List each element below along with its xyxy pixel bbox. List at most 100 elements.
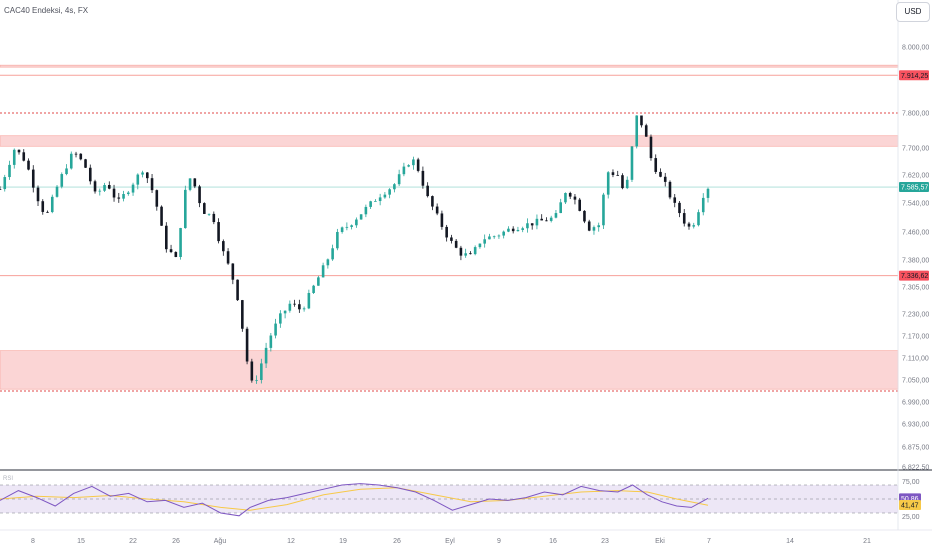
candle-body: [155, 190, 159, 207]
candle-body: [659, 171, 662, 177]
candle-body: [312, 285, 315, 293]
candle-body: [445, 226, 448, 238]
candle-body: [226, 251, 230, 264]
time-tick-label: 16: [549, 538, 557, 545]
candle-body: [74, 153, 78, 155]
price-tag-bg: [899, 182, 929, 193]
candle-body: [217, 222, 220, 242]
candle-body: [27, 160, 30, 170]
candle-body: [682, 213, 686, 224]
candle-body: [668, 181, 672, 198]
candle-body: [107, 185, 111, 189]
candle-body: [326, 259, 330, 266]
candle-body: [540, 218, 543, 221]
rsi-value-tag-label: 50,86: [901, 496, 919, 503]
price-tick-label: 7.050,00: [902, 378, 929, 385]
candle-body: [298, 304, 301, 310]
candle-body: [431, 196, 434, 207]
candle-body: [516, 229, 520, 232]
candle-body: [450, 237, 453, 241]
candle-body: [369, 201, 372, 207]
candle-body: [307, 292, 311, 309]
candle-body: [469, 253, 472, 255]
candle-body: [706, 188, 710, 198]
candle-body: [649, 136, 653, 159]
candle-body: [84, 159, 87, 168]
candle-body: [483, 239, 486, 244]
candle-body: [364, 206, 368, 215]
price-tick-label: 7.800,00: [902, 111, 929, 118]
candle-body: [701, 197, 705, 213]
candle-body: [640, 115, 643, 126]
time-tick-label: 7: [707, 538, 711, 545]
candle-body: [22, 152, 26, 161]
candle-body: [687, 223, 691, 227]
candle-body: [554, 213, 558, 218]
candle-body: [250, 361, 254, 381]
candle-body: [317, 277, 320, 286]
candle-body: [12, 149, 16, 165]
candle-body: [241, 300, 244, 329]
candle-body: [146, 172, 149, 179]
candle-body: [606, 172, 610, 195]
candle-body: [407, 165, 410, 167]
candle-body: [663, 176, 667, 182]
candle-body: [402, 166, 406, 175]
candle-body: [559, 202, 562, 214]
candle-body: [459, 247, 463, 256]
candle-body: [222, 241, 225, 252]
candle-body: [587, 221, 591, 231]
candle-body: [393, 184, 396, 190]
candle-body: [255, 379, 258, 381]
candle-body: [488, 236, 491, 240]
candle-body: [207, 213, 211, 215]
candle-body: [435, 206, 439, 214]
candle-body: [397, 174, 401, 185]
candle-body: [203, 203, 206, 214]
rsi-value-tag-bg: [899, 499, 921, 510]
candle-body: [616, 174, 620, 176]
time-tick-label: 21: [863, 538, 871, 545]
candle-body: [231, 263, 235, 280]
candle-body: [283, 310, 287, 314]
candle-body: [421, 170, 425, 186]
time-tick-label: Eyl: [445, 538, 455, 545]
level-tag-label: 7.914,25: [901, 73, 928, 80]
price-tick-label: 7.380,00: [902, 258, 929, 265]
candle-body: [69, 153, 73, 169]
candle-body: [678, 202, 681, 214]
candle-body: [568, 193, 572, 197]
candle-body: [321, 265, 325, 278]
candle-body: [473, 247, 477, 255]
time-tick-label: 26: [393, 538, 401, 545]
candle-body: [31, 169, 35, 188]
time-tick-label: 12: [287, 538, 295, 545]
candle-body: [122, 194, 125, 199]
candle-body: [79, 153, 83, 160]
price-tick-label: 7.620,00: [902, 173, 929, 180]
candle-body: [117, 197, 121, 199]
price-tick-label: 6.990,00: [902, 400, 929, 407]
time-tick-label: 8: [31, 538, 35, 545]
candle-body: [160, 206, 163, 226]
candle-body: [625, 179, 629, 189]
candle-body: [98, 190, 102, 192]
candle-body: [269, 335, 273, 348]
time-tick-label: 14: [786, 538, 794, 545]
currency-button[interactable]: USD: [896, 2, 930, 22]
price-tick-label: 6.930,00: [902, 422, 929, 429]
candle-body: [602, 194, 605, 226]
time-tick-label: Eki: [655, 538, 665, 545]
candle-body: [597, 225, 601, 228]
candle-body: [150, 178, 154, 191]
candle-body: [169, 249, 173, 253]
candle-body: [112, 188, 116, 198]
candle-body: [416, 159, 420, 171]
price-tick-label: 7.230,00: [902, 312, 929, 319]
candle-body: [454, 240, 458, 248]
candle-body: [464, 253, 467, 256]
candle-body: [497, 235, 501, 237]
candle-body: [174, 252, 178, 257]
candle-body: [697, 212, 700, 226]
